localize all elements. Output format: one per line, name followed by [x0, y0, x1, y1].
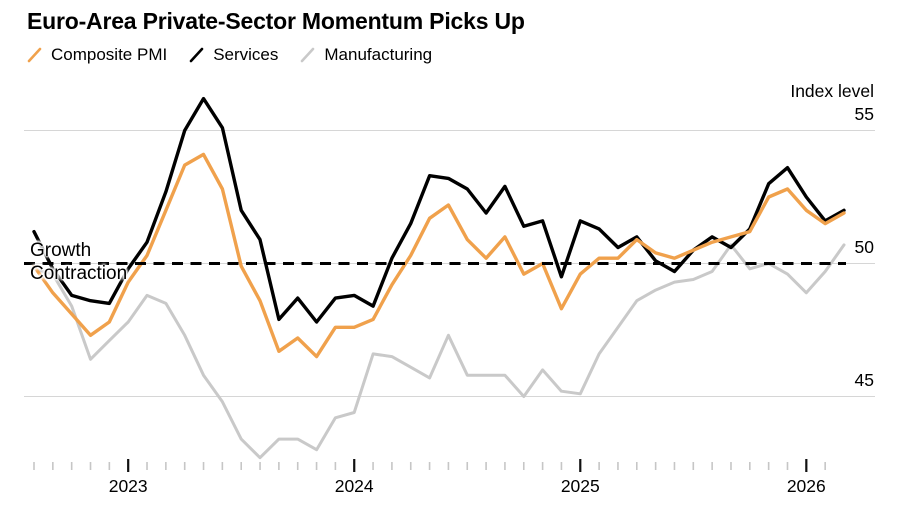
series-line-composite-pmi [32, 152, 846, 359]
x-year-label-2026: 2026 [786, 476, 826, 496]
legend-slash-icon [27, 47, 42, 63]
y-tick-45: 45 [854, 370, 874, 390]
series-line-manufacturing [32, 243, 846, 460]
legend-item-services: Services [189, 45, 278, 65]
contraction-label: Contraction [30, 263, 128, 284]
x-year-label-2025: 2025 [560, 476, 600, 496]
y-axis-title: Index level [790, 81, 874, 101]
legend-label: Composite PMI [51, 45, 168, 64]
legend: Composite PMI Services Manufacturing [27, 45, 432, 65]
legend-slash-icon [301, 47, 315, 63]
legend-label: Services [213, 45, 279, 64]
legend-item-composite-pmi: Composite PMI [27, 45, 167, 65]
y-tick-50: 50 [854, 237, 874, 257]
growth-label: Growth [30, 240, 92, 261]
legend-item-manufacturing: Manufacturing [300, 45, 432, 65]
x-year-label-2023: 2023 [108, 476, 148, 496]
y-tick-55: 55 [854, 104, 874, 124]
chart-title: Euro-Area Private-Sector Momentum Picks … [27, 8, 525, 34]
x-year-label-2024: 2024 [334, 476, 374, 496]
series-line-services [32, 96, 846, 324]
legend-label: Manufacturing [324, 45, 433, 64]
legend-slash-icon [189, 47, 204, 63]
